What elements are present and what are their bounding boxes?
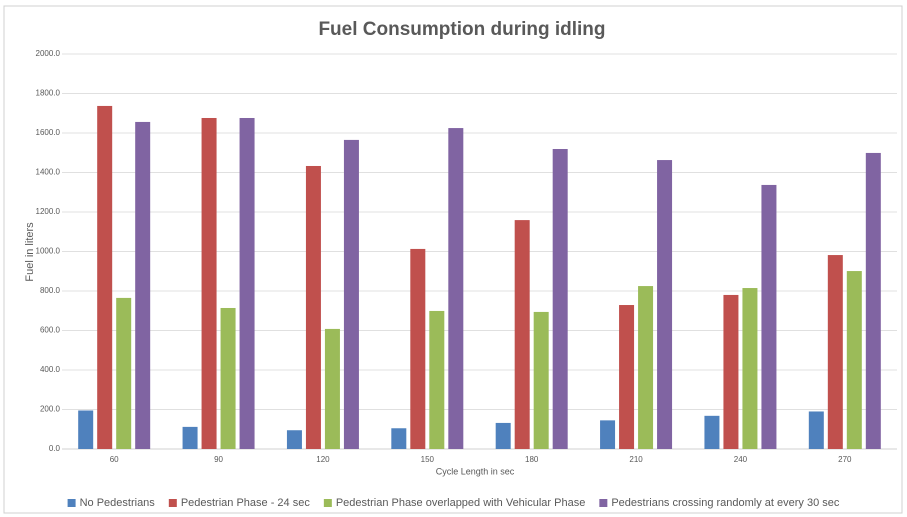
x-tick-label: 120 [316, 455, 330, 464]
bar [201, 117, 217, 450]
y-tick-label: 1600.0 [36, 128, 61, 137]
bar [135, 121, 151, 449]
bar [846, 271, 862, 449]
legend-label: Pedestrians crossing randomly at every 3… [611, 497, 840, 509]
bar [808, 411, 824, 449]
bar [239, 117, 255, 450]
x-tick-label: 150 [421, 455, 435, 464]
x-tick-label: 180 [525, 455, 539, 464]
bar [600, 420, 616, 449]
legend-swatch [599, 499, 608, 507]
bar [514, 220, 530, 449]
bar [78, 410, 94, 449]
bar [286, 430, 302, 449]
y-tick-label: 1200.0 [36, 207, 61, 216]
bar [324, 328, 340, 449]
bar [723, 294, 739, 449]
y-tick-label: 600.0 [40, 326, 61, 335]
x-tick-label: 60 [110, 455, 119, 464]
x-tick-label: 270 [838, 455, 852, 464]
y-tick-label: 200.0 [40, 405, 61, 414]
bar [410, 248, 426, 449]
bar [116, 297, 132, 449]
bar [220, 307, 236, 449]
bar [865, 152, 881, 449]
bar [391, 428, 407, 449]
bar [552, 148, 568, 449]
y-tick-label: 2000.0 [36, 49, 61, 58]
bar [305, 165, 321, 450]
legend-swatch [323, 499, 332, 507]
y-axis-label: Fuel in liters [24, 222, 36, 282]
x-tick-label: 240 [734, 455, 748, 464]
x-tick-label: 210 [629, 455, 643, 464]
bar [495, 422, 511, 449]
y-tick-label: 800.0 [40, 286, 61, 295]
bar [448, 128, 464, 449]
bar [343, 139, 359, 449]
bar [429, 310, 445, 449]
bar [761, 184, 777, 449]
y-tick-label: 400.0 [40, 365, 61, 374]
legend-swatch [168, 499, 177, 507]
y-tick-label: 1800.0 [36, 89, 61, 98]
bar [657, 160, 673, 449]
y-tick-label: 1000.0 [36, 247, 61, 256]
bar [533, 311, 549, 449]
bar [742, 288, 758, 449]
legend-label: No Pedestrians [80, 497, 156, 509]
bar [638, 286, 654, 449]
bar [182, 426, 198, 449]
legend-label: Pedestrian Phase overlapped with Vehicul… [336, 497, 586, 509]
legend-label: Pedestrian Phase - 24 sec [181, 497, 311, 509]
bar [619, 305, 635, 449]
x-tick-label: 90 [214, 455, 223, 464]
x-axis-label: Cycle Length in sec [436, 466, 515, 476]
bar [827, 255, 843, 449]
legend-swatch [67, 499, 76, 507]
y-tick-label: 0.0 [49, 444, 61, 453]
y-tick-label: 1400.0 [36, 168, 61, 177]
bar [704, 415, 720, 449]
chart-title: Fuel Consumption during idling [318, 19, 605, 40]
bar [97, 105, 113, 449]
